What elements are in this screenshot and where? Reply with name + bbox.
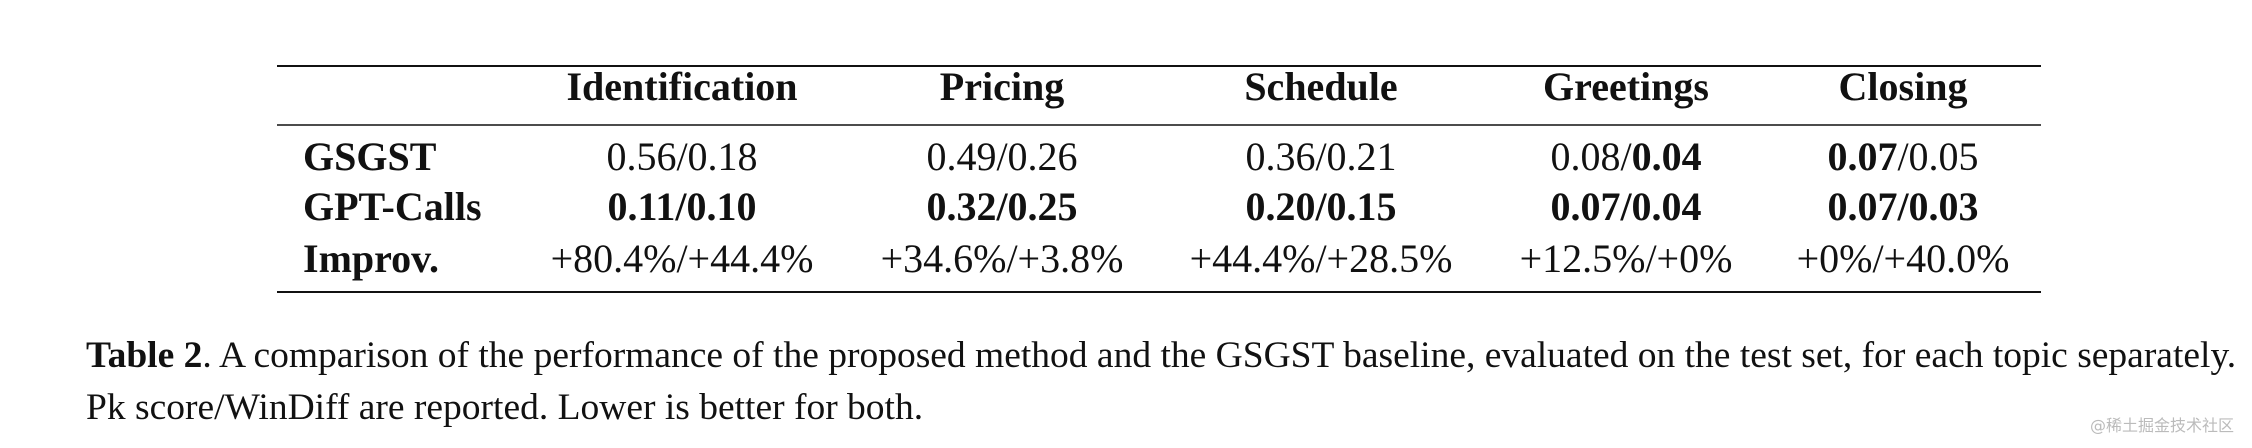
cell-segment: 0.20/0.15	[1245, 184, 1396, 229]
cell: +34.6%/+3.8%	[881, 236, 1124, 281]
cell: +80.4%/+44.4%	[551, 236, 814, 281]
cell: 0.11/0.10	[608, 184, 757, 229]
row-label: GPT-Calls	[303, 184, 482, 229]
caption-label: Table 2	[86, 335, 203, 376]
cell: +0%/+40.0%	[1797, 236, 2010, 281]
cell-segment: 0.08/	[1550, 134, 1632, 179]
cell-segment: +44.4%/+28.5%	[1190, 236, 1453, 281]
cell: 0.49/0.26	[926, 134, 1077, 179]
cell: 0.32/0.25	[926, 184, 1077, 229]
cell: 0.07/0.04	[1550, 184, 1701, 229]
cell-segment: +12.5%/+0%	[1520, 236, 1733, 281]
cell-segment: 0.56/0.18	[606, 134, 757, 179]
cell: +12.5%/+0%	[1520, 236, 1733, 281]
cell-segment: 0.04	[1632, 134, 1702, 179]
row-label: Improv.	[303, 236, 439, 281]
cell-segment: +34.6%/+3.8%	[881, 236, 1124, 281]
column-header: Pricing	[940, 64, 1064, 109]
cell: 0.20/0.15	[1245, 184, 1396, 229]
cell: +44.4%/+28.5%	[1190, 236, 1453, 281]
cell: 0.07/0.05	[1827, 134, 1978, 179]
column-header: Closing	[1839, 64, 1968, 109]
cell: 0.36/0.21	[1245, 134, 1396, 179]
cell-segment: 0.07/0.04	[1550, 184, 1701, 229]
row-label: GSGST	[303, 134, 437, 179]
cell: 0.56/0.18	[606, 134, 757, 179]
watermark: @稀土掘金技术社区	[2089, 416, 2234, 435]
column-header: Identification	[566, 64, 797, 109]
cell-segment: 0.11/0.10	[608, 184, 757, 229]
cell: 0.07/0.03	[1827, 184, 1978, 229]
cell-segment: 0.07/0.03	[1827, 184, 1978, 229]
cell-segment: +0%/+40.0%	[1797, 236, 2010, 281]
cell-segment: 0.36/0.21	[1245, 134, 1396, 179]
cell-segment: 0.32/0.25	[926, 184, 1077, 229]
cell-segment: +80.4%/+44.4%	[551, 236, 814, 281]
column-header: Schedule	[1244, 64, 1397, 109]
caption-text: . A comparison of the performance of the…	[86, 335, 2237, 428]
cell: 0.08/0.04	[1550, 134, 1701, 179]
cell-segment: 0.07	[1827, 134, 1897, 179]
table: Identification Pricing Schedule Greetings Cl…	[277, 64, 2041, 293]
caption: Table 2. A comparison of the performance…	[86, 330, 2252, 434]
cell-segment: 0.49/0.26	[926, 134, 1077, 179]
cell-segment: /0.05	[1897, 134, 1978, 179]
column-header: Greetings	[1543, 64, 1709, 109]
